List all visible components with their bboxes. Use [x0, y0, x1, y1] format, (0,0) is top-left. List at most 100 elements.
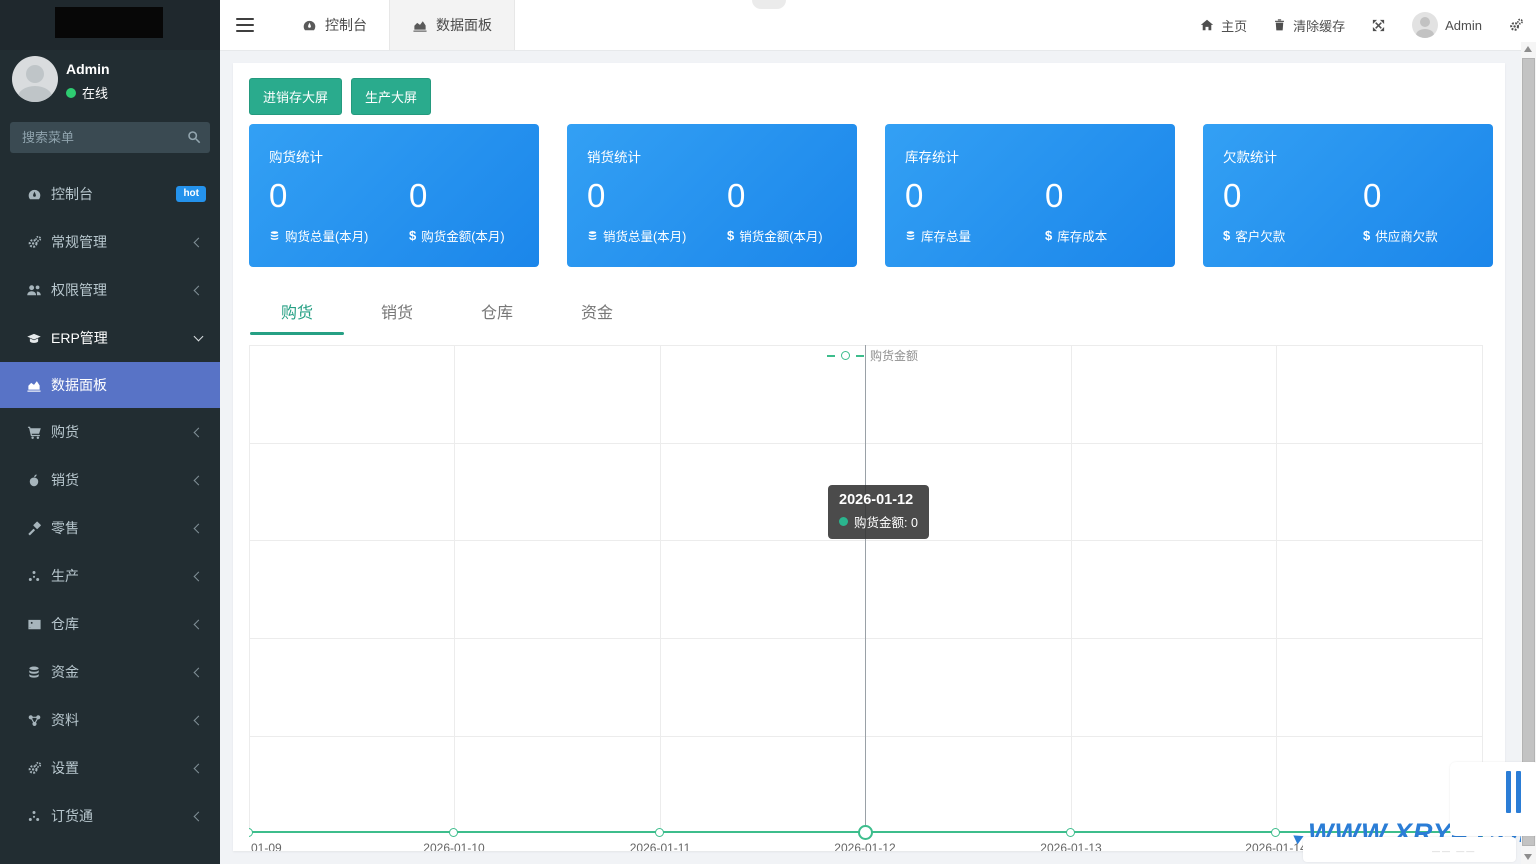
online-label: 在线	[82, 86, 109, 101]
tab-label: 数据面板	[436, 17, 492, 33]
avatar-head	[1420, 17, 1431, 27]
user-menu[interactable]: Admin	[1412, 12, 1482, 38]
stat-title: 销货统计	[587, 150, 641, 165]
sidebar-item-purchase[interactable]: 购货	[0, 408, 220, 456]
chevron-left-icon	[193, 523, 204, 534]
sidebar-item-label: ERP管理	[51, 330, 108, 346]
sidebar-item-label: 资金	[51, 664, 79, 680]
dollar-icon	[1363, 228, 1370, 243]
chevron-left-icon	[193, 811, 204, 822]
tab-console[interactable]: 控制台	[280, 0, 389, 50]
sidebar-item-console[interactable]: 控制台 hot	[0, 170, 220, 218]
clear-cache-label: 清除缓存	[1293, 18, 1346, 34]
main-card: 进销存大屏 生产大屏 购货统计 0 0 购货总量(本月) 购货金额(本月) 销货…	[233, 63, 1505, 851]
user-status: 在线	[66, 83, 108, 102]
navbar-left: 控制台 数据面板	[220, 0, 515, 50]
content-tabs: 购货 销货 仓库 资金	[247, 291, 647, 335]
stat-label: 库存成本	[1057, 230, 1108, 244]
tab-data-panel[interactable]: 数据面板	[389, 0, 515, 50]
sidebar-item-permission-mgmt[interactable]: 权限管理	[0, 266, 220, 314]
chart-legend[interactable]: 购货金额	[827, 347, 918, 364]
sidebar-item-data-panel[interactable]: 数据面板	[0, 362, 220, 408]
chevron-down-icon	[193, 331, 204, 342]
chart-area-icon	[412, 18, 428, 33]
logo-bar[interactable]	[0, 0, 220, 50]
scroll-up-arrow[interactable]	[1524, 46, 1532, 52]
chevron-left-icon	[193, 571, 204, 582]
legend-label: 购货金额	[870, 349, 919, 363]
search-input[interactable]	[10, 122, 182, 153]
data-marker	[1066, 828, 1075, 837]
sidebar-item-production[interactable]: 生产	[0, 552, 220, 600]
sidebar-item-label: 设置	[51, 760, 79, 776]
tab-funds[interactable]: 资金	[580, 305, 613, 322]
legend-line-icon	[856, 354, 864, 357]
chevron-left-icon	[193, 715, 204, 726]
sidebar-item-label: 销货	[51, 472, 79, 488]
stat-value: 0	[269, 177, 288, 214]
sidebar-item-label: 权限管理	[51, 282, 107, 298]
stat-label: 购货总量(本月)	[285, 230, 369, 244]
chevron-left-icon	[193, 475, 204, 486]
inventory-bigscreen-button[interactable]: 进销存大屏	[249, 78, 343, 115]
sidebar-item-label: 购货	[51, 424, 79, 440]
crosshair-line	[865, 345, 866, 833]
gridline	[249, 345, 1483, 346]
sidebar-item-funds[interactable]: 资金	[0, 648, 220, 696]
sidebar-item-erp-mgmt[interactable]: ERP管理	[0, 314, 220, 362]
gridline	[249, 638, 1483, 639]
content-area: 进销存大屏 生产大屏 购货统计 0 0 购货总量(本月) 购货金额(本月) 销货…	[220, 50, 1536, 864]
sidebar-item-settings[interactable]: 设置	[0, 744, 220, 792]
sidebar-item-warehouse[interactable]: 仓库	[0, 600, 220, 648]
sidebar-item-label: 订货通	[51, 808, 93, 824]
tab-purchase[interactable]: 购货	[247, 291, 347, 335]
avatar-body	[1416, 29, 1435, 38]
stat-value: 0	[727, 177, 746, 214]
watermark-cover	[1450, 762, 1536, 836]
fullscreen-button[interactable]	[1371, 18, 1386, 33]
legend-line-icon	[827, 354, 835, 357]
tooltip-date: 2026-01-12	[839, 492, 914, 508]
search-icon[interactable]	[187, 130, 201, 144]
sidebar-item-label: 数据面板	[51, 377, 107, 393]
scrollbar-thumb[interactable]	[1522, 58, 1535, 846]
user-name: Admin	[1445, 17, 1482, 33]
production-bigscreen-button[interactable]: 生产大屏	[351, 78, 432, 115]
sidebar-toggle-icon[interactable]	[236, 14, 254, 36]
tab-warehouse[interactable]: 仓库	[480, 305, 513, 322]
watermark-cover	[1303, 837, 1516, 862]
stat-title: 库存统计	[905, 150, 959, 165]
sidebar-item-order-link[interactable]: 订货通	[0, 792, 220, 840]
legend-dot-icon	[841, 351, 850, 360]
sidebar: Admin 在线 控制台 hot	[0, 0, 220, 864]
sidebar-item-retail[interactable]: 零售	[0, 504, 220, 552]
sidebar-item-label: 资料	[51, 712, 79, 728]
scroll-down-arrow[interactable]	[1524, 854, 1532, 860]
stat-card-sales: 销货统计 0 0 销货总量(本月) 销货金额(本月)	[567, 124, 857, 267]
settings-button[interactable]	[1508, 18, 1524, 33]
x-tick-label: 2026-01-13	[1040, 841, 1102, 851]
sidebar-item-label: 控制台	[51, 186, 93, 202]
sidebar-search	[10, 122, 210, 153]
dollar-icon	[1223, 228, 1230, 243]
scrollbar	[1521, 42, 1536, 864]
sidebar-item-general-mgmt[interactable]: 常规管理	[0, 218, 220, 266]
tab-sales[interactable]: 销货	[380, 305, 413, 322]
stat-value: 0	[1363, 177, 1382, 214]
sidebar-item-label: 生产	[51, 568, 79, 584]
molecule-icon	[25, 569, 43, 584]
home-link[interactable]: 主页	[1200, 16, 1247, 35]
gridline	[249, 736, 1483, 737]
sidebar-item-materials[interactable]: 资料	[0, 696, 220, 744]
purchase-amount-chart[interactable]: 购货金额 01-09 2026-01-10 2026-01-11 2026-01…	[249, 345, 1483, 851]
chevron-left-icon	[193, 427, 204, 438]
stat-value: 0	[409, 177, 428, 214]
x-tick-label: 01-09	[251, 841, 282, 851]
data-marker	[449, 828, 458, 837]
sidebar-item-sales[interactable]: 销货	[0, 456, 220, 504]
gridline	[249, 345, 250, 833]
data-marker	[655, 828, 664, 837]
navbar-right: 主页 清除缓存 Admin	[1200, 0, 1524, 50]
clear-cache-link[interactable]: 清除缓存	[1273, 16, 1345, 35]
